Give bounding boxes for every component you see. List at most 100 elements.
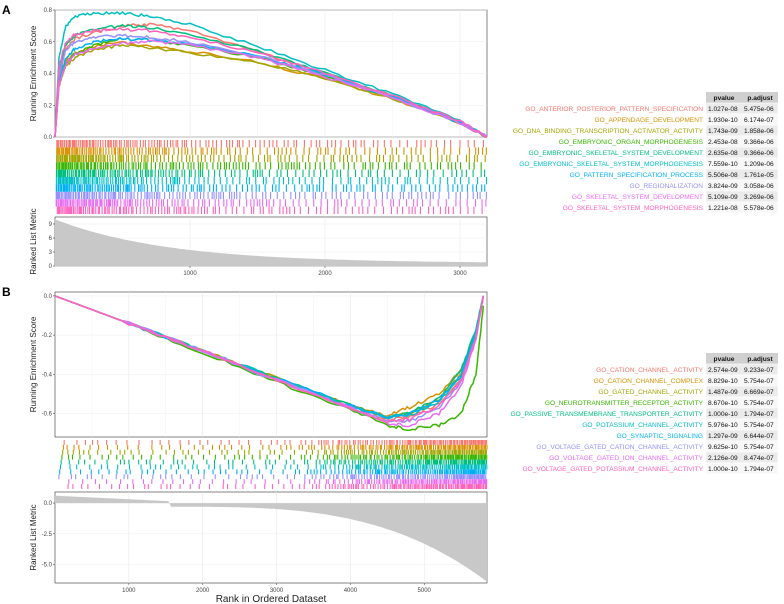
table-row-name: GO_POTASSIUM_CHANNEL_ACTIVITY (582, 422, 703, 429)
es-line-go_pattern_specification_process (54, 36, 488, 138)
table-row-name: GO_SKELETAL_SYSTEM_MORPHOGENESIS (563, 205, 704, 212)
es-ytick-label: 0.4 (44, 72, 53, 78)
table-row-pvalue: 1.027e-08 (708, 106, 738, 113)
es-ytick-label: -0.6 (42, 411, 53, 417)
table-row-pvalue: 2.453e-08 (708, 139, 738, 146)
table-row-pvalue: 2.574e-09 (708, 367, 738, 374)
table-row-name: GO_REGIONALIZATION (629, 183, 703, 190)
es-line-go_voltage_gated_potassium_channel_activity (54, 295, 485, 424)
es-ytick-label: -0.4 (42, 372, 53, 378)
table-row-name: GO_APPENDAGE_DEVELOPMENT (595, 117, 703, 124)
table-row-name: GO_SYNAPTIC_SIGNALING (617, 433, 703, 440)
es-line-go_skeletal_system_development (54, 39, 488, 138)
xtick-label: 4000 (344, 588, 358, 594)
es-line-go_embryonic_skeletal_system_morphogenesis (54, 11, 488, 138)
metric-area (55, 495, 487, 582)
table-row-padjust: 1.761e-05 (744, 172, 774, 179)
es-ylabel: Running Enrichment Score (29, 25, 38, 121)
panel-label: B (2, 285, 11, 299)
metric-ylabel: Ranked List Metric (29, 504, 38, 570)
metric-ytick-label: 0 (49, 264, 53, 270)
table-row-pvalue: 2.635e-08 (708, 150, 738, 157)
table-row-padjust: 5.754e-07 (744, 378, 774, 385)
table-row-name: GO_CATION_CHANNEL_COMPLEX (594, 378, 704, 385)
table-row-padjust: 8.474e-07 (744, 455, 774, 462)
metric-ylabel: Ranked List Metric (29, 208, 38, 274)
xtick-label: 2000 (318, 271, 332, 277)
table-row-pvalue: 1.000e-10 (708, 411, 738, 418)
table-row-bg (705, 201, 779, 214)
table-row-pvalue: 5.976e-10 (708, 422, 738, 429)
table-row-pvalue: 3.824e-09 (708, 183, 738, 190)
table-row-name: GO_NEUROTRANSMITTER_RECEPTOR_ACTIVITY (545, 400, 704, 407)
table-header-bg (706, 353, 778, 364)
table-row-padjust: 5.754e-07 (744, 422, 774, 429)
table-row-name: GO_VOLTAGE_GATED_CATION_CHANNEL_ACTIVITY (536, 444, 703, 451)
table-row-bg (705, 462, 779, 475)
xtick-label: 5000 (418, 588, 432, 594)
metric-ytick-label: -5.0 (42, 563, 53, 569)
table-row-name: GO_VOLTAGE_GATED_POTASSIUM_CHANNEL_ACTIV… (522, 466, 703, 473)
panel-A: A 0.0 0.2 0.4 0.6 0.8 Running Enrichment Score… (2, 3, 779, 277)
table-row-padjust: 9.233e-07 (744, 367, 774, 374)
panel-label: A (2, 3, 11, 17)
table-row-padjust: 1.858e-06 (744, 128, 774, 135)
table-header-bg (706, 92, 778, 103)
table-row-padjust: 3.269e-06 (744, 194, 774, 201)
es-line-go_neurotransmitter_receptor_activity (54, 295, 485, 432)
es-ytick-label: 0.8 (44, 8, 53, 14)
metric-ytick-label: 9 (49, 222, 53, 228)
xtick-label: 3000 (270, 588, 284, 594)
table-row-name: GO_GATED_CHANNEL_ACTIVITY (598, 389, 703, 396)
table-header-padjust: p.adjust (747, 95, 773, 102)
table-row-pvalue: 1.930e-10 (708, 117, 738, 124)
table-row-name: GO_SKELETAL_SYSTEM_DEVELOPMENT (572, 194, 703, 201)
xtick-label: 2000 (196, 588, 210, 594)
table-row-name: GO_ANTERIOR_POSTERIOR_PATTERN_SPECIFICAT… (525, 106, 703, 113)
table-row-pvalue: 1.487e-09 (708, 389, 738, 396)
table-row-padjust: 6.644e-07 (744, 433, 774, 440)
es-panel-frame (54, 291, 488, 438)
pvalue-table: pvalue p.adjust GO_CATION_CHANNEL_ACTIVITY… (511, 353, 779, 475)
table-row-name: GO_EMBRYONIC_ORGAN_MORPHOGENESIS (559, 139, 704, 146)
table-row-pvalue: 1.221e-08 (708, 205, 738, 212)
xtick-label: 1000 (183, 271, 197, 277)
table-row-padjust: 6.669e-07 (744, 389, 774, 396)
table-row-name: GO_VOLTAGE_GATED_ION_CHANNEL_ACTIVITY (549, 455, 703, 462)
pvalue-table: pvalue p.adjust GO_ANTERIOR_POSTERIOR_PATT… (513, 92, 779, 214)
xtick-label: 3000 (453, 271, 467, 277)
table-header-padjust: p.adjust (747, 356, 773, 363)
table-row-pvalue: 5.109e-09 (708, 194, 738, 201)
xtick-label: 1000 (122, 588, 136, 594)
table-row-padjust: 1.794e-07 (744, 466, 774, 473)
table-row-padjust: 5.754e-07 (744, 400, 774, 407)
table-row-name: GO_DNA_BINDING_TRANSCRIPTION_ACTIVATOR_A… (513, 128, 704, 135)
es-ytick-label: 0.0 (44, 294, 53, 300)
metric-ytick-label: 0.0 (44, 501, 53, 507)
table-row-padjust: 1.794e-07 (744, 411, 774, 418)
table-row-padjust: 5.754e-07 (744, 444, 774, 451)
table-header-pvalue: pvalue (714, 95, 735, 102)
es-ytick-label: 0.6 (44, 40, 53, 46)
es-ytick-label: -0.2 (42, 333, 53, 339)
table-row-name: GO_PASSIVE_TRANSMEMBRANE_TRANSPORTER_ACT… (511, 411, 704, 418)
es-ytick-label: 0.2 (44, 103, 53, 109)
table-row-pvalue: 9.625e-10 (708, 444, 738, 451)
table-row-pvalue: 1.743e-09 (708, 128, 738, 135)
es-line-go_skeletal_system_morphogenesis (54, 27, 488, 138)
table-row-pvalue: 5.506e-08 (708, 172, 738, 179)
panel-B: B -0.6 -0.4 -0.2 0.0 Running Enrichment Score… (2, 285, 779, 604)
table-header-pvalue: pvalue (714, 356, 735, 363)
table-row-name: GO_PATTERN_SPECIFICATION_PROCESS (570, 172, 704, 179)
table-row-padjust: 6.174e-07 (744, 117, 774, 124)
table-row-pvalue: 7.559e-10 (708, 161, 738, 168)
table-row-padjust: 3.058e-06 (744, 183, 774, 190)
metric-ytick-label: -2.5 (42, 532, 53, 538)
table-row-pvalue: 8.670e-10 (708, 400, 738, 407)
es-ytick-label: 0.0 (44, 135, 53, 141)
table-row-pvalue: 1.000e-10 (708, 466, 738, 473)
metric-area (55, 219, 487, 266)
table-row-padjust: 5.475e-06 (744, 106, 774, 113)
metric-ytick-label: 6 (49, 236, 53, 242)
